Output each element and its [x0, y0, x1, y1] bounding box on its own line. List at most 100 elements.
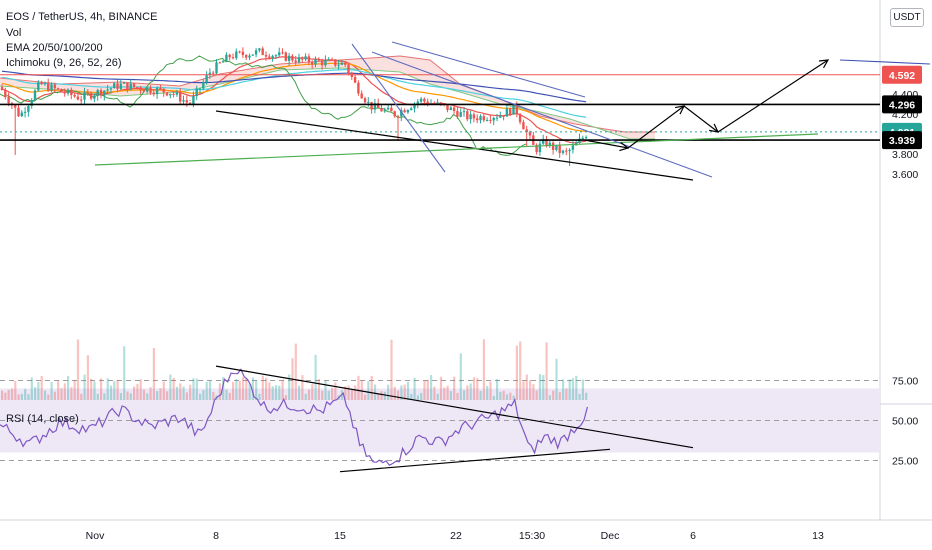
candle-body	[132, 83, 136, 88]
volume-bar	[453, 376, 456, 400]
candle-body	[175, 92, 179, 95]
volume-bar	[393, 386, 396, 400]
candle-body	[162, 88, 165, 93]
candle-body	[225, 54, 228, 62]
symbol-title[interactable]: EOS / TetherUS, 4h, BINANCE	[6, 11, 158, 23]
candle-body	[66, 89, 70, 94]
candle-body	[284, 52, 287, 61]
ichimoku-indicator-label[interactable]: Ichimoku (9, 26, 52, 26)	[6, 57, 122, 69]
volume-bar	[459, 353, 462, 400]
candle-body	[182, 100, 185, 102]
volume-bar	[558, 392, 561, 400]
volume-bar	[288, 374, 291, 400]
volume-bar	[106, 378, 109, 400]
candle-body	[479, 116, 482, 121]
volume-bar	[476, 378, 479, 400]
volume-bar	[294, 343, 297, 400]
volume-bar	[182, 386, 185, 400]
volume-bar	[241, 377, 245, 400]
volume-bar	[248, 383, 251, 400]
volume-bar	[218, 383, 221, 400]
volume-bar	[364, 394, 367, 400]
volume-bar	[535, 390, 538, 400]
trendline-long_support	[94, 133, 819, 166]
time-tick-label: 13	[812, 530, 824, 542]
candle-body	[261, 48, 264, 56]
candle-body	[179, 92, 182, 102]
candle-body	[231, 57, 235, 59]
candle-body	[347, 64, 350, 73]
candle-body	[23, 111, 27, 113]
candle-body	[83, 92, 86, 100]
rsi-indicator-label[interactable]: RSI (14, close)	[6, 413, 79, 425]
volume-bar	[555, 358, 558, 400]
candle-body	[278, 52, 281, 56]
volume-bar	[463, 390, 466, 400]
time-tick-label: 22	[450, 530, 462, 542]
ema-indicator-label[interactable]: EMA 20/50/100/200	[6, 42, 103, 54]
volume-bar	[10, 388, 14, 400]
candle-body	[344, 62, 347, 65]
volume-bar	[7, 389, 10, 400]
candle-body	[304, 56, 307, 60]
price-tick-label: 3.800	[892, 149, 918, 161]
candle-body	[218, 62, 221, 64]
candle-body	[340, 62, 344, 65]
candle-body	[215, 62, 218, 74]
candle-body	[208, 72, 212, 76]
candle-body	[73, 94, 76, 97]
projected-path-arrowhead	[619, 142, 630, 152]
volume-bar	[113, 381, 116, 400]
ema20-line	[1, 56, 587, 144]
candle-body	[320, 60, 324, 66]
candle-body	[522, 122, 525, 130]
candle-body	[551, 142, 555, 150]
candle-body	[568, 149, 571, 152]
candle-body	[146, 87, 149, 92]
candle-body	[314, 59, 317, 65]
volume-bar	[60, 388, 63, 400]
volume-bar	[466, 385, 469, 400]
candle-body	[0, 87, 4, 90]
candle-body	[40, 82, 43, 85]
candle-body	[63, 91, 66, 94]
volume-bar	[321, 390, 324, 400]
volume-bar	[73, 380, 76, 400]
volume-bar	[354, 385, 357, 400]
volume-indicator-label[interactable]: Vol	[6, 27, 22, 39]
candle-body	[528, 131, 532, 136]
candle-body	[228, 54, 231, 58]
volume-bar	[251, 377, 254, 400]
candle-body	[99, 90, 103, 96]
candle-body	[301, 57, 304, 60]
candle-body	[561, 150, 565, 154]
volume-bar	[436, 393, 439, 400]
trendline-steep-blue	[351, 43, 446, 173]
volume-bar	[129, 393, 132, 400]
volume-bar	[169, 374, 172, 400]
volume-bar	[53, 391, 56, 400]
currency-button[interactable]: USDT	[890, 8, 924, 27]
volume-bar	[63, 383, 66, 400]
candle-body	[297, 57, 301, 63]
candle-body	[495, 117, 499, 119]
volume-bar	[496, 379, 499, 400]
volume-bar	[331, 387, 334, 400]
volume-bar	[426, 379, 429, 400]
candle-body	[96, 90, 99, 96]
candle-body	[423, 98, 426, 102]
candle-body	[287, 55, 291, 61]
volume-bar	[420, 392, 423, 400]
volume-bar	[575, 375, 578, 400]
volume-bar	[152, 347, 155, 400]
projected-path-arrowhead	[709, 123, 720, 133]
rsi-line-group	[0, 365, 694, 473]
volume-bar	[482, 339, 485, 400]
candle-body	[390, 107, 393, 112]
price-tag-box	[882, 65, 922, 84]
volume-bar	[93, 381, 96, 400]
time-tick-label: 6	[690, 530, 696, 542]
candle-body	[116, 83, 119, 89]
